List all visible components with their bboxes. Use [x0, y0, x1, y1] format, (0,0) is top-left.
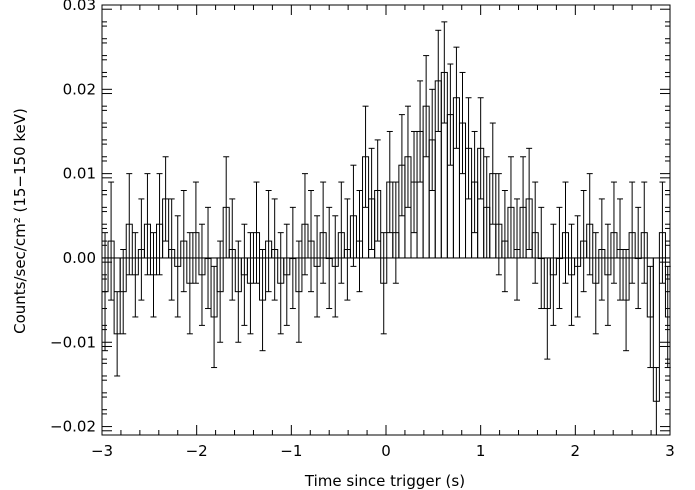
tick-labels: −3 −2 −1 0 1 2 3 −0.02 −0.01 0.00 0.01 0.02 0.03 — [50, 0, 675, 460]
y-tick-label: 0.01 — [63, 165, 96, 183]
y-tick-label: 0.03 — [63, 0, 96, 14]
x-tick-label: −2 — [186, 442, 208, 460]
data-layer — [101, 21, 671, 436]
x-axis-title: Time since trigger (s) — [304, 472, 465, 490]
x-tick-label: 1 — [476, 442, 486, 460]
x-tick-label: 0 — [381, 442, 391, 460]
x-tick-label: 2 — [571, 442, 581, 460]
x-tick-label: 3 — [665, 442, 675, 460]
ticks-layer — [101, 4, 671, 435]
y-axis-title: Counts/sec/cm² (15−150 keV) — [11, 108, 29, 334]
y-tick-label: −0.02 — [50, 418, 96, 436]
plot-frame — [101, 4, 671, 436]
y-tick-label: 0.02 — [63, 80, 96, 98]
x-tick-label: −1 — [280, 442, 302, 460]
x-tick-label: −3 — [91, 442, 113, 460]
y-tick-label: −0.01 — [50, 333, 96, 351]
y-tick-label: 0.00 — [63, 249, 96, 267]
